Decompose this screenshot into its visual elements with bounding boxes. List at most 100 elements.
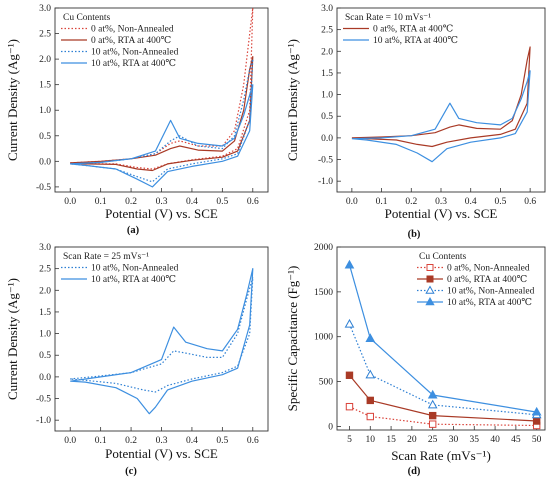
x-tick-label: 15 [386, 435, 396, 445]
x-tick-label: 0.5 [494, 197, 506, 207]
y-tick-label: 0.0 [39, 373, 51, 383]
x-tick-label: 0.0 [64, 436, 76, 446]
y-tick-label: 1.5 [321, 69, 333, 79]
legend-title: Scan Rate = 25 mVs⁻¹ [63, 252, 149, 262]
data-point [428, 411, 437, 420]
series-line-2 [351, 70, 531, 163]
y-tick-label: 2.0 [321, 47, 333, 57]
x-axis-title: Scan Rate (mVs⁻¹) [391, 448, 491, 463]
y-tick-label: 3.0 [39, 243, 51, 253]
plot-frame [336, 246, 546, 431]
y-tick-label: 1.0 [321, 91, 333, 101]
x-tick-label: 0.1 [95, 436, 107, 446]
x-axis-title: Potential (V) vs. SCE [385, 206, 498, 221]
x-tick-label: 0.3 [156, 436, 168, 446]
legend-marker [426, 264, 434, 271]
x-tick-label: 0.3 [435, 197, 447, 207]
legend-label: 10 at%, RTA at 400℃ [447, 298, 532, 308]
y-tick-label: 2.5 [321, 26, 333, 36]
series-line-3 [70, 58, 254, 183]
x-tick-label: 50 [532, 435, 542, 445]
y-axis-title: Specific Capacitance (Fg⁻¹) [285, 266, 300, 412]
data-point [427, 389, 438, 399]
series-line-3 [348, 323, 537, 416]
legend-label: 10 at%, RTA at 400℃ [91, 59, 176, 69]
data-point [344, 259, 355, 269]
x-axis-title: Potential (V) vs. SCE [105, 206, 218, 221]
data-point [345, 402, 354, 411]
data-point [365, 369, 376, 379]
y-tick-label: 500 [319, 378, 334, 388]
legend: Scan Rate = 25 mVs⁻¹ 10 at%, Non-Annealed… [61, 252, 179, 285]
data-point [531, 406, 542, 416]
y-tick-label: 0.0 [321, 134, 333, 144]
legend-marker [425, 296, 435, 306]
panel-caption: (b) [408, 229, 421, 240]
x-tick-label: 35 [470, 435, 480, 445]
legend-label: 0 at%, Non-Annealed [447, 264, 530, 274]
y-tick-label: 1.0 [39, 330, 51, 340]
y-axis-title: Current Density (Ag⁻¹) [5, 278, 20, 400]
series-line-1 [70, 276, 254, 393]
y-tick-label: 0.5 [39, 351, 51, 361]
x-tick-label: 0.1 [95, 197, 107, 207]
x-tick-label: 0.1 [376, 197, 388, 207]
series-line-2 [349, 374, 537, 422]
y-tick-label: 0.5 [39, 132, 51, 142]
legend-label: 10 at%, RTA at 400℃ [373, 36, 458, 46]
legend: Scan Rate = 10 mVs⁻¹ 0 at%, RTA at 400℃10… [343, 13, 458, 46]
y-axis-title: Current Density (Ag⁻¹) [285, 39, 300, 161]
legend-label: 0 at%, RTA at 400℃ [447, 275, 528, 285]
x-tick-label: 0.5 [216, 436, 228, 446]
x-tick-label: 0.6 [524, 197, 536, 207]
x-tick-label: 0.4 [186, 197, 198, 207]
series-line-4 [348, 264, 537, 413]
y-tick-label: 3.0 [321, 4, 333, 14]
x-tick-label: 20 [407, 435, 417, 445]
y-tick-label: -1.0 [318, 177, 333, 187]
y-tick-label: -0.5 [318, 156, 333, 166]
legend-label: 10 at%, Non-Annealed [91, 264, 179, 274]
y-tick-label: 1.0 [39, 106, 51, 116]
y-tick-label: 2.5 [39, 265, 51, 275]
data-point [366, 396, 374, 405]
x-tick-label: 0.2 [125, 436, 137, 446]
legend-label: 10 at%, Non-Annealed [91, 48, 179, 58]
chart-panel-a: 0.0 0.1 0.2 0.3 0.4 0.5 0.6 -0.5 0.0 0.5 1.0 1.5 2.0… [5, 4, 269, 236]
legend-marker [425, 285, 435, 294]
x-axis-title: Potential (V) vs. SCE [105, 446, 218, 461]
legend-label: 0 at%, RTA at 400℃ [91, 36, 172, 46]
y-tick-label: -0.5 [36, 183, 51, 193]
data-point [365, 333, 376, 342]
data-point [366, 412, 374, 421]
y-tick-label: 0.5 [321, 112, 333, 122]
x-tick-label: 0.3 [156, 197, 168, 207]
x-tick-label: 10 [366, 435, 376, 445]
series-line-2 [70, 268, 254, 415]
series-line-2 [70, 55, 254, 172]
y-tick-label: 0.0 [39, 157, 51, 167]
y-tick-label: 3.0 [39, 4, 51, 14]
series-line-1 [351, 46, 531, 148]
legend-label: 10 at%, Non-Annealed [447, 287, 535, 297]
chart-panel-c: 0.0 0.1 0.2 0.3 0.4 0.5 0.6 -1.0 -0.5 0.0 0.5 1.0 1.… [5, 243, 269, 477]
x-tick-label: 0.6 [247, 197, 259, 207]
legend-title: Scan Rate = 10 mVs⁻¹ [345, 13, 431, 23]
series-line-1 [70, 8, 254, 170]
panel-caption: (a) [127, 225, 140, 236]
x-tick-label: 0.4 [186, 436, 198, 446]
y-tick-label: 0 [328, 422, 333, 432]
x-tick-label: 0.4 [465, 197, 477, 207]
legend-marker [426, 275, 434, 283]
panel-caption: (c) [125, 466, 137, 477]
x-tick-label: 45 [511, 435, 521, 445]
legend-label: 0 at%, Non-Annealed [91, 25, 174, 35]
panel-caption: (d) [408, 466, 421, 477]
x-tick-label: 0.0 [346, 197, 358, 207]
y-tick-label: 1.5 [39, 308, 51, 318]
data-point [532, 417, 541, 425]
legend-label: 0 at%, RTA at 400℃ [373, 25, 454, 35]
